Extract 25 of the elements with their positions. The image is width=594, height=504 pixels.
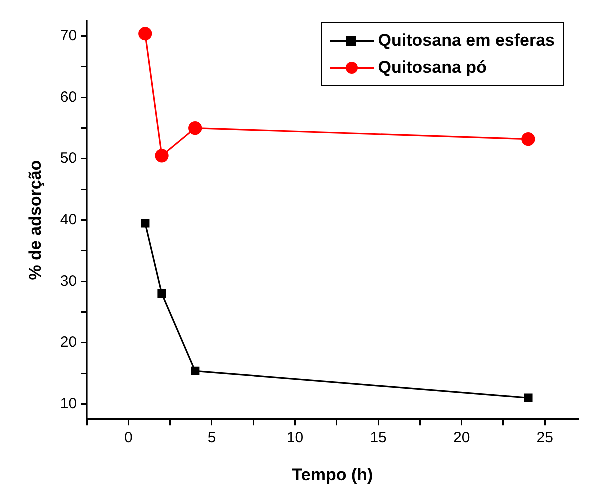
x-axis-title: Tempo (h) [292, 465, 374, 484]
legend-label: Quitosana pó [378, 58, 487, 78]
x-tick-label: 15 [370, 430, 387, 447]
y-axis-title: % de adsorção [26, 160, 45, 280]
point [138, 27, 152, 41]
y-tick-label: 20 [60, 334, 78, 352]
y-tick-label: 70 [60, 27, 78, 44]
x-tick-label: 0 [124, 430, 133, 447]
x-tick-label: 20 [453, 430, 470, 447]
point [141, 219, 150, 228]
y-tick-label: 10 [60, 395, 78, 412]
point [188, 122, 202, 136]
y-tick-label: 60 [60, 88, 78, 106]
x-tick-label: 25 [536, 430, 554, 447]
y-tick-label: 30 [60, 272, 78, 290]
x-tick-label: 5 [208, 430, 216, 447]
y-tick-label: 40 [60, 211, 78, 228]
point [191, 366, 200, 376]
y-tick-label: 50 [60, 150, 78, 168]
point [158, 290, 166, 298]
point [524, 394, 533, 402]
legend-label: Quitosana em esferas [378, 30, 555, 50]
point [155, 149, 169, 163]
point [522, 132, 536, 146]
x-tick-label: 10 [286, 430, 304, 447]
